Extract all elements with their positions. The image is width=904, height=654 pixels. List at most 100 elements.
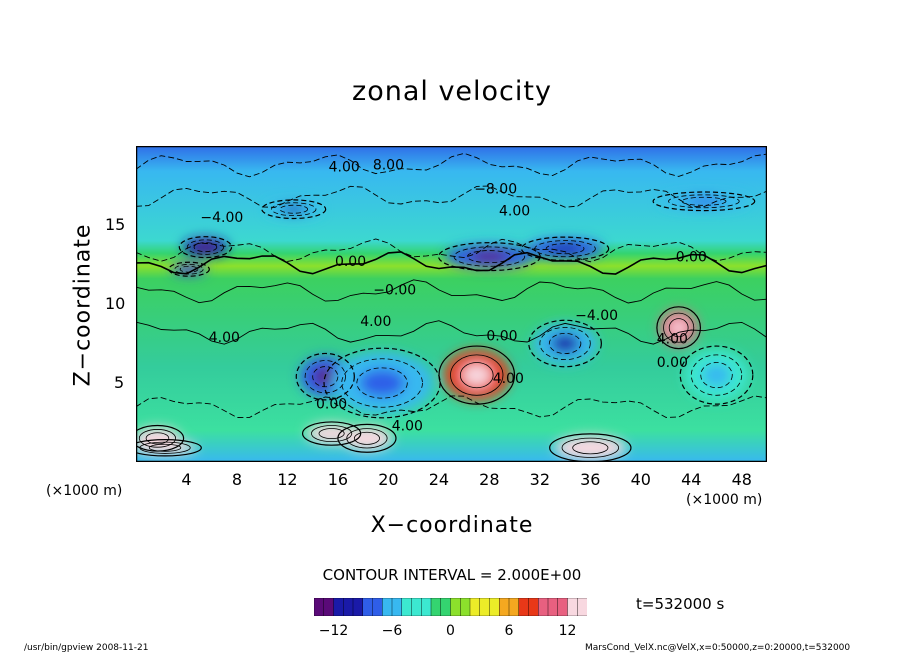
colorbar <box>314 598 587 616</box>
contour-label: 0.00 <box>486 328 517 344</box>
contour-label: −4.00 <box>200 210 243 226</box>
colorbar-swatch <box>391 598 403 616</box>
contour-line <box>136 185 767 208</box>
contour-line <box>668 318 689 338</box>
colorbar-swatch <box>508 598 520 616</box>
x-tick-label: 24 <box>428 470 450 489</box>
colorbar-tick-label: −6 <box>381 623 403 639</box>
x-tick-label: 8 <box>231 470 243 489</box>
colorbar-swatch <box>323 598 335 616</box>
contour-line <box>136 395 767 418</box>
field-anomaly-core-5 <box>281 205 307 213</box>
contour-label: 4.00 <box>499 204 530 220</box>
colorbar-swatch <box>343 598 354 616</box>
x-tick-label: 20 <box>378 470 399 489</box>
x-tick-label: 32 <box>529 470 550 489</box>
x-tick-label: 40 <box>630 470 651 489</box>
y-axis-unit: (×1000 m) <box>46 483 123 499</box>
plot-frame <box>136 146 767 462</box>
x-tick-label: 36 <box>580 470 601 489</box>
contour-line <box>572 441 609 455</box>
footer-right: MarsCond_VelX.nc@VelX,x=0:50000,z=0:2000… <box>585 643 851 653</box>
colorbar-swatch <box>577 598 587 616</box>
contour-label: 0.00 <box>676 249 707 265</box>
contour-line <box>545 243 585 255</box>
field-anomaly-core-14 <box>574 442 607 454</box>
contour-line <box>145 432 170 445</box>
x-tick-label: 44 <box>681 470 702 489</box>
contour-label: 4.00 <box>209 330 240 346</box>
field-anomaly-core-7 <box>320 429 343 439</box>
field-anomaly-core-13 <box>548 244 583 254</box>
contour-line <box>663 312 695 343</box>
contour-line <box>690 354 743 396</box>
contour-line <box>346 428 388 449</box>
y-tick-label: 10 <box>105 294 126 313</box>
heatmap-plot: 4.00 8.00 −8.00 4.00 −4.00 0.00 0.00 −0.00 4.00 4… <box>136 146 767 462</box>
field-anomaly-core-10 <box>461 363 492 387</box>
contour-line <box>459 362 494 389</box>
colorbar-tick-label: 0 <box>446 623 455 639</box>
y-axis-label: Z−coordinate <box>70 223 96 387</box>
contour-line <box>279 204 309 214</box>
colorbar-swatch <box>528 598 539 616</box>
contour-label: 4.00 <box>657 332 688 348</box>
field-anomaly-core-17 <box>702 363 731 387</box>
contour-line <box>136 320 767 345</box>
contour-line <box>136 439 202 457</box>
contour-line <box>186 239 224 255</box>
contour-line <box>136 251 767 275</box>
contour-line <box>561 437 619 458</box>
contour-label: −8.00 <box>474 181 517 197</box>
time-label: t=532000 s <box>636 595 725 613</box>
colorbar-swatch <box>460 598 471 616</box>
contour-line <box>136 152 767 178</box>
colorbar-swatch <box>538 598 549 616</box>
contour-label: −4.00 <box>575 308 618 324</box>
colorbar-swatch <box>430 598 442 616</box>
field-anomaly-core-9 <box>359 369 405 397</box>
field-anomaly-core-4 <box>195 243 216 252</box>
colorbar-swatch <box>333 598 344 616</box>
colorbar-swatch <box>469 598 481 616</box>
colorbar-swatch <box>440 598 452 616</box>
colorbar-swatch <box>567 598 578 616</box>
colorbar-swatch <box>401 598 413 616</box>
x-tick-label: 12 <box>277 470 298 489</box>
colorbar-tick-label: −12 <box>318 623 349 639</box>
y-tick-label: 15 <box>105 215 126 234</box>
contour-line <box>337 423 397 453</box>
contour-label: 4.00 <box>360 314 391 330</box>
contour-line <box>528 319 602 368</box>
field-anomaly-core-12 <box>550 334 580 353</box>
colorbar-swatch <box>547 598 559 616</box>
contour-line <box>681 196 727 206</box>
contour-line <box>312 366 339 388</box>
x-tick-label: 28 <box>479 470 500 489</box>
contour-line <box>520 236 610 261</box>
contour-label: 0.00 <box>335 254 366 270</box>
contour-line <box>138 429 177 448</box>
contour-line <box>271 202 317 217</box>
contour-line <box>193 242 218 253</box>
field-anomaly-core-16 <box>684 197 724 205</box>
field-anomaly-core-8 <box>355 432 379 444</box>
colorbar-swatch <box>421 598 432 616</box>
contour-line <box>450 354 504 396</box>
colorbar-swatch <box>479 598 491 616</box>
x-tick-label: 4 <box>181 470 192 489</box>
contour-label: 8.00 <box>373 158 404 174</box>
colorbar-swatch <box>489 598 500 616</box>
contour-label: 4.00 <box>329 159 360 175</box>
x-tick-label: 48 <box>731 470 752 489</box>
contour-line <box>548 333 582 354</box>
colorbar-swatch <box>352 598 364 616</box>
colorbar-tick-label: 6 <box>504 623 514 639</box>
y-tick-label: 5 <box>114 373 125 392</box>
colorbar-swatch <box>518 598 530 616</box>
contour-line <box>261 199 327 220</box>
colorbar-swatch <box>362 598 374 616</box>
contour-label: 0.00 <box>657 355 688 371</box>
contour-line <box>318 428 345 440</box>
contour-line <box>311 425 353 443</box>
